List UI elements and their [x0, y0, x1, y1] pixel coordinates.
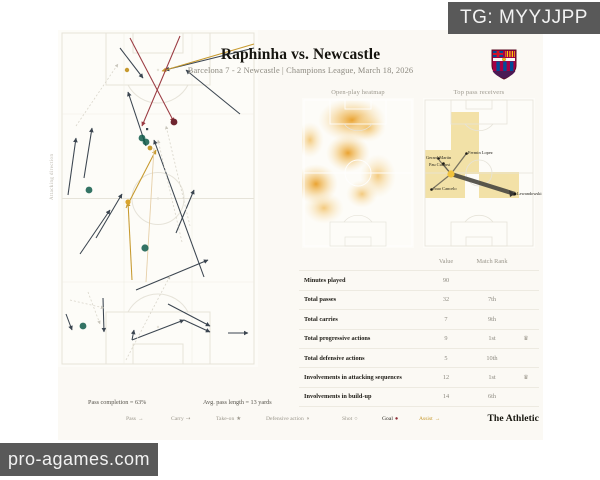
table-header-row: Value Match Rank	[299, 252, 539, 272]
legend-label: Shot	[342, 416, 353, 422]
watermark-bottom-left: pro-agames.com	[0, 443, 158, 476]
table-row: Total passes 32 7th	[299, 291, 539, 311]
col-match-rank: Match Rank	[476, 257, 508, 265]
metric-rank: 10th	[486, 354, 498, 362]
star-icon: ★	[236, 416, 242, 422]
stats-table: Value Match Rank Minutes played 90 Total…	[299, 252, 539, 408]
col-value: Value	[438, 257, 454, 265]
table-row: Involvements in attacking sequences 12 1…	[299, 368, 539, 388]
legend-label: Goal	[382, 416, 393, 422]
legend-label: Pass	[126, 416, 136, 422]
legend-item-carry: Carry ⇢	[171, 416, 190, 422]
legend-label: Assist	[419, 416, 433, 422]
metric-value: 12	[442, 374, 450, 382]
receiver-label-pau-cubarsi: Pau Cubarsi	[429, 162, 451, 167]
metric-label: Minutes played	[304, 277, 346, 285]
metric-label: Involvements in attacking sequences	[304, 374, 402, 382]
dashed-arrow-icon: ⇢	[185, 416, 191, 422]
metric-label: Involvements in build-up	[304, 393, 372, 401]
legend-label: Carry	[171, 416, 184, 422]
heatmap-panel-title: Open-play heatmap	[331, 89, 385, 96]
metric-label: Total progressive actions	[304, 335, 371, 343]
barcelona-crest	[491, 49, 517, 80]
metric-rank: 7th	[487, 296, 497, 304]
legend-item-pass: Pass →	[126, 416, 144, 422]
watermark-top-right: TG: MYYJJPP	[448, 2, 600, 34]
axis-label: Attacking direction	[50, 153, 55, 200]
receiver-label-gerard-martin: Gerard Martin	[426, 155, 452, 160]
arrow-icon: →	[434, 416, 441, 422]
metric-label: Total passes	[304, 296, 337, 304]
metric-value: 9	[444, 335, 448, 343]
receivers-panel-title: Top pass receivers	[453, 89, 505, 96]
table-row: Total defensive actions 5 10th	[299, 349, 539, 369]
metric-rank: 1st	[488, 374, 496, 382]
pass-completion-note: Pass completion = 63%	[88, 399, 147, 406]
main-action-pitch	[58, 30, 258, 386]
filled-circle-icon: ●	[394, 416, 399, 422]
legend-item-shot: Shot ○	[342, 416, 358, 422]
metric-value: 32	[442, 296, 450, 304]
table-row: Minutes played 90	[299, 271, 539, 291]
table-row: Total carries 7 9th	[299, 310, 539, 330]
receiver-label-fermin-lopez: Fermin Lopez	[468, 150, 493, 155]
page-title: Raphinha vs. Newcastle	[220, 46, 381, 63]
legend-label: Defensive action	[266, 416, 304, 422]
metric-rank: 9th	[487, 315, 497, 323]
metric-value: 14	[442, 393, 450, 401]
trophy-icon: ♛	[523, 375, 529, 382]
metric-value: 5	[444, 354, 448, 362]
legend-item-defensive-action: Defensive action ◑	[266, 416, 309, 422]
avg-pass-length-note: Avg. pass length = 13 yards	[203, 399, 272, 406]
page-subtitle: Barcelona 7 - 2 Newcastle | Champions Le…	[187, 66, 414, 75]
metric-rank: 6th	[487, 393, 497, 401]
arrow-icon: →	[137, 416, 144, 422]
legend-label: Take-on	[216, 416, 235, 422]
open-play-heatmap	[302, 98, 414, 248]
receiver-label-lewandowski: Lewandowski	[517, 191, 542, 196]
legend-item-goal: Goal ●	[382, 416, 398, 422]
metric-value: 90	[442, 277, 450, 285]
half-circle-icon: ◑	[305, 416, 310, 422]
receiver-label-joao-cancelo: Joao Cancelo	[433, 186, 457, 191]
top-pass-receivers-pitch	[423, 98, 535, 248]
table-row: Involvements in build-up 14 6th	[299, 388, 539, 408]
legend-item-assist: Assist →	[419, 416, 440, 422]
metric-value: 7	[444, 315, 448, 323]
metric-label: Total carries	[304, 315, 338, 323]
metric-label: Total defensive actions	[304, 354, 365, 362]
metric-rank: 1st	[488, 335, 496, 343]
circle-outline-icon: ○	[354, 416, 358, 422]
trophy-icon: ♛	[523, 336, 529, 343]
table-row: Total progressive actions 9 1st ♛	[299, 330, 539, 349]
legend-item-take-on: Take-on ★	[216, 416, 241, 422]
the-athletic-logo: The Athletic	[487, 413, 539, 424]
legend: Pass → Carry ⇢ Take-on ★ Defensive actio…	[86, 413, 541, 430]
graphic-card: Raphinha vs. Newcastle Barcelona 7 - 2 N…	[50, 30, 543, 440]
